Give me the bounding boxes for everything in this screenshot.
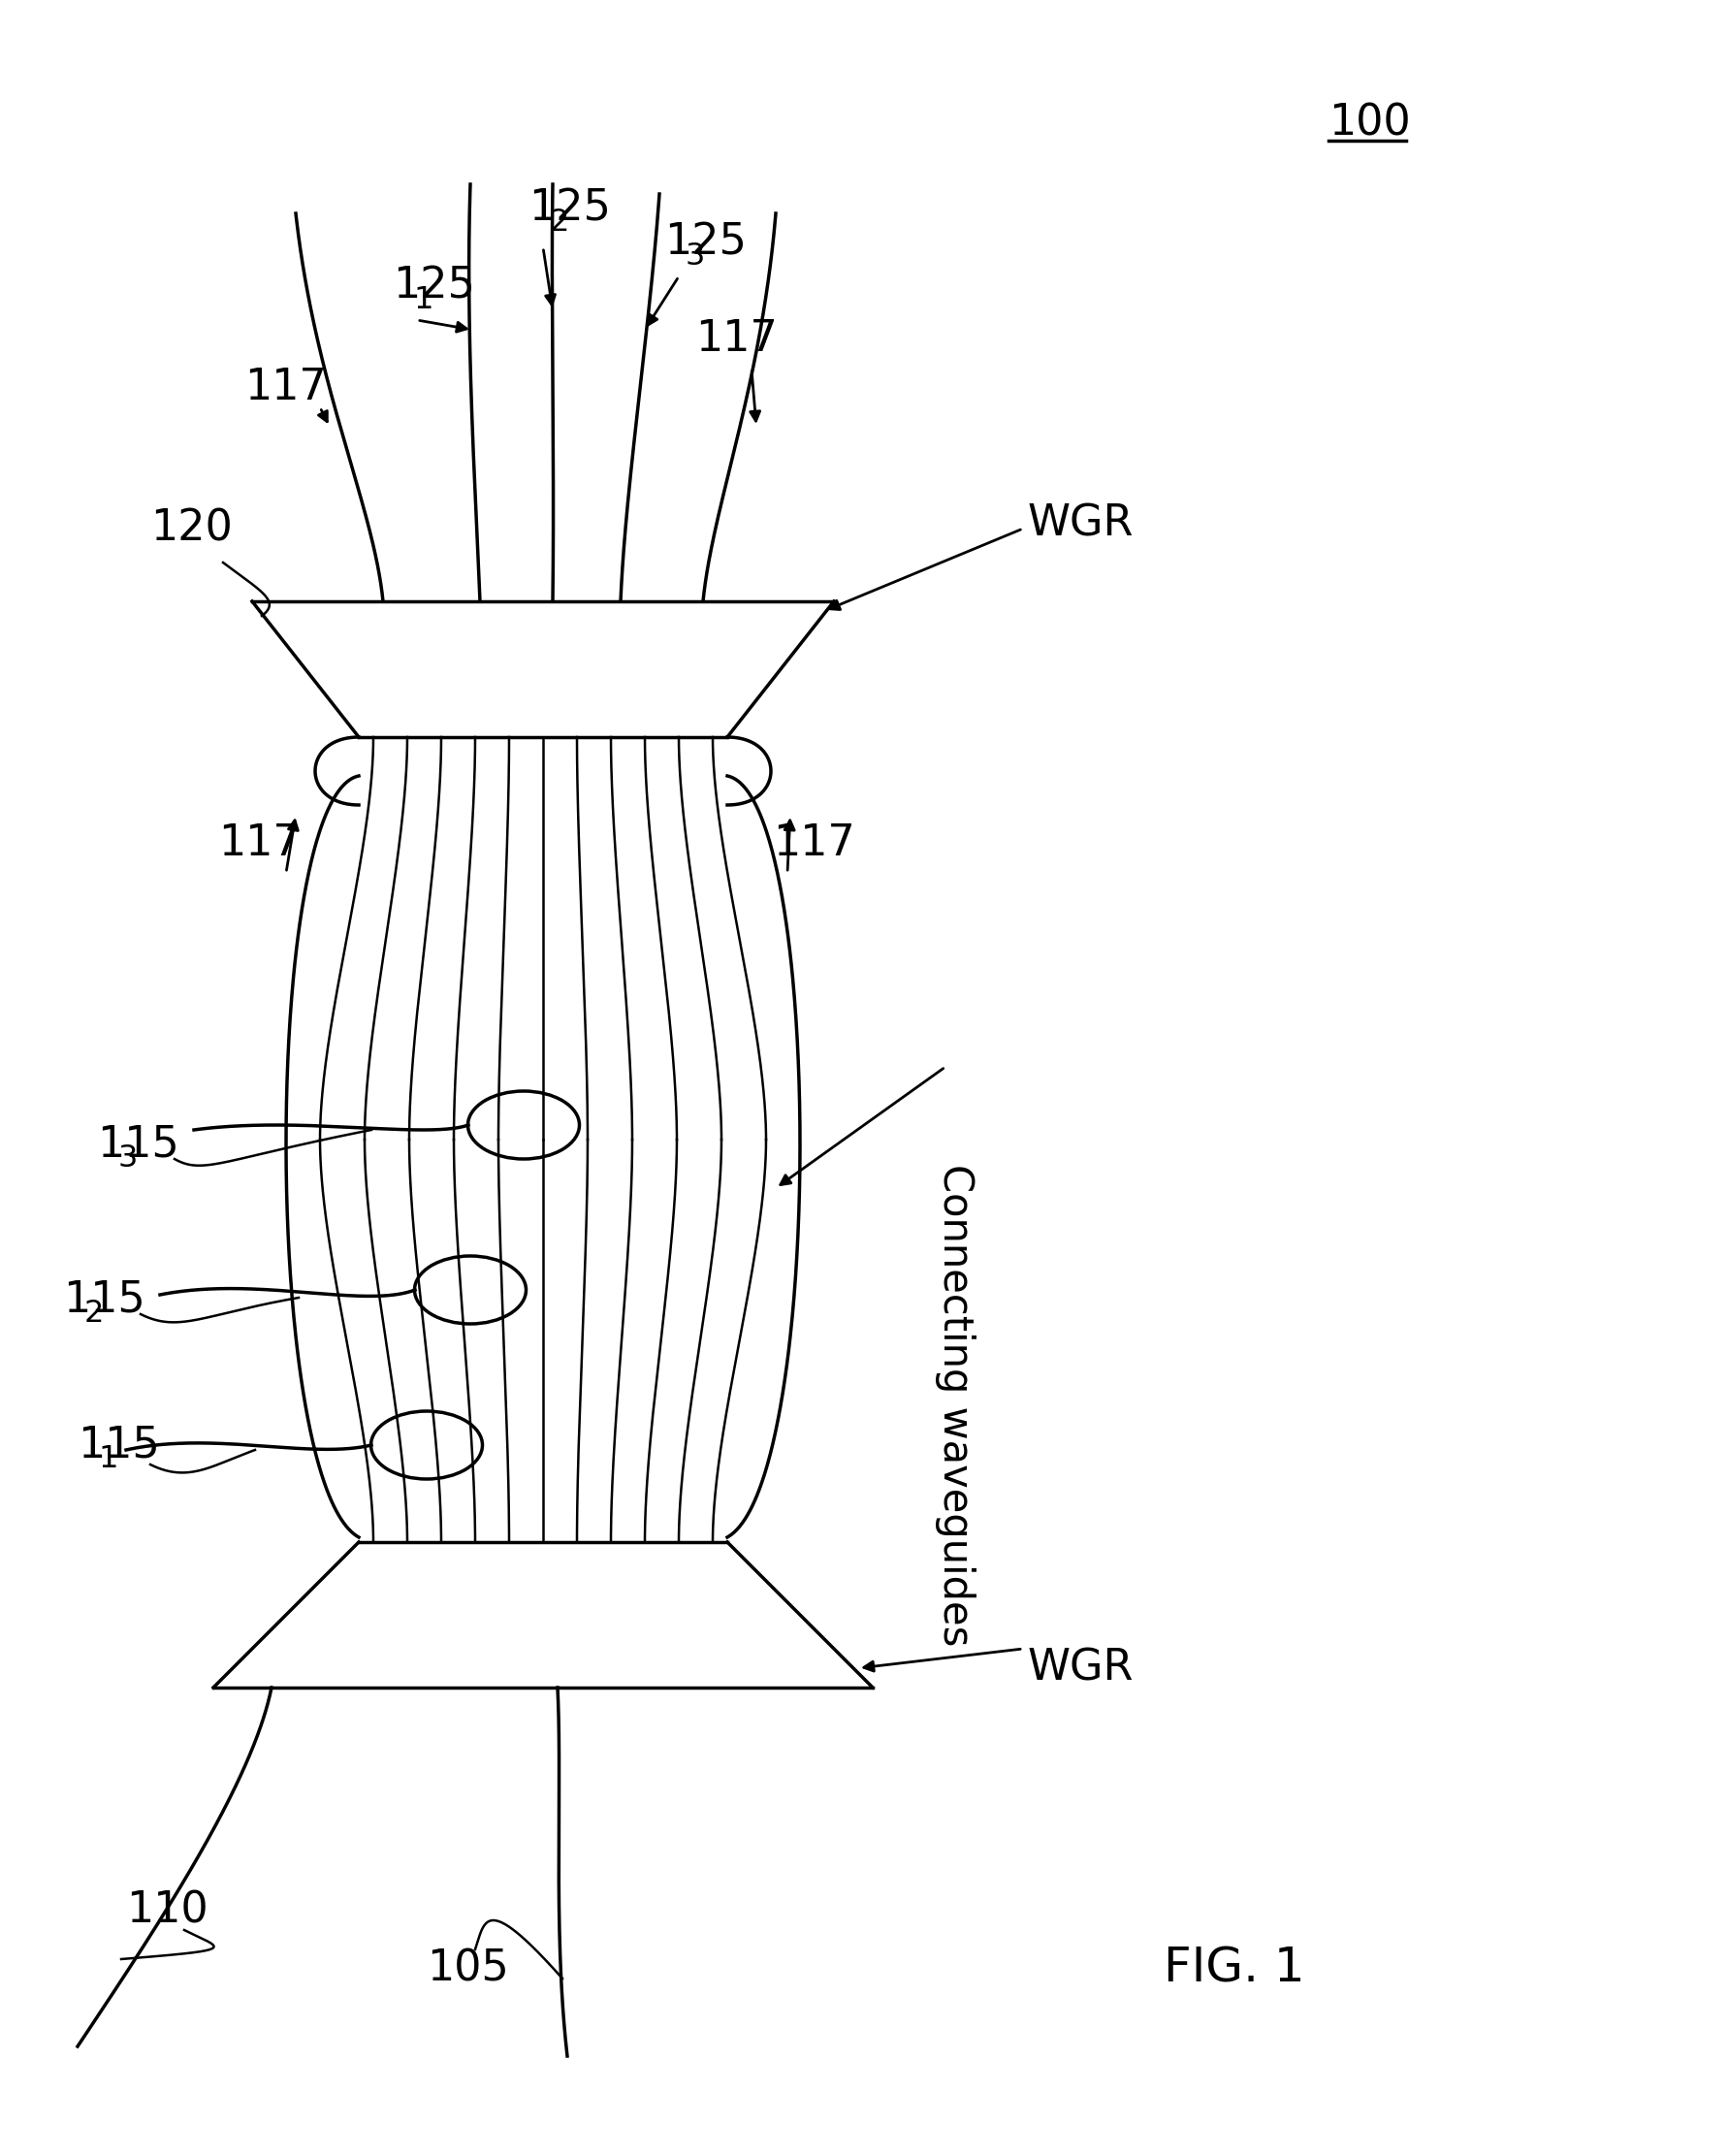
Text: 117: 117 <box>695 319 778 360</box>
Text: 3: 3 <box>684 241 705 272</box>
Text: WGR: WGR <box>1028 502 1134 545</box>
Text: 1: 1 <box>413 285 434 315</box>
Text: 2: 2 <box>85 1298 104 1328</box>
Text: 100: 100 <box>1327 101 1410 144</box>
Text: 115: 115 <box>62 1279 145 1319</box>
Text: WGR: WGR <box>1028 1647 1134 1688</box>
Text: 115: 115 <box>78 1425 159 1466</box>
Text: 117: 117 <box>772 824 855 865</box>
Text: 125: 125 <box>664 222 746 263</box>
Text: Connecting waveguides: Connecting waveguides <box>935 1164 975 1647</box>
Text: 117: 117 <box>219 824 301 865</box>
Text: FIG. 1: FIG. 1 <box>1163 1945 1305 1992</box>
Text: 120: 120 <box>150 507 233 550</box>
Text: 117: 117 <box>245 367 327 410</box>
Text: 105: 105 <box>427 1949 508 1990</box>
Text: 3: 3 <box>118 1143 138 1173</box>
Text: 1: 1 <box>98 1445 119 1475</box>
Text: 2: 2 <box>550 207 569 237</box>
Text: 115: 115 <box>97 1123 180 1164</box>
Text: 110: 110 <box>126 1891 207 1932</box>
Text: 125: 125 <box>392 265 475 306</box>
Text: 125: 125 <box>529 188 610 229</box>
